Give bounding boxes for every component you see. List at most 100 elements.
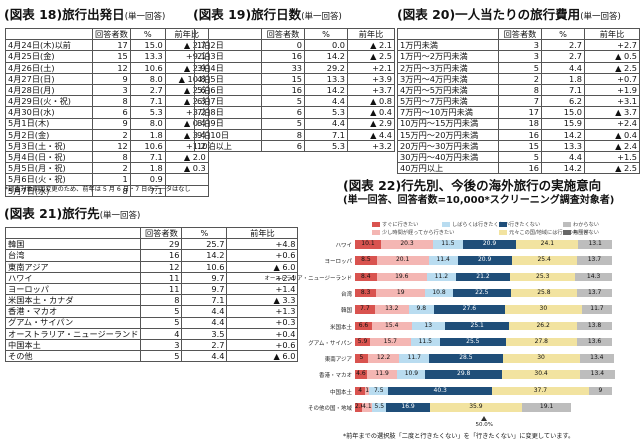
legend-item: すぐに行きたい	[372, 221, 418, 228]
bar-value-label: 4.6	[356, 370, 366, 378]
bar-segment: 30	[504, 305, 582, 314]
bar-segment: 26.2	[509, 321, 577, 330]
table-cell	[164, 184, 209, 197]
table-cell: 16	[261, 50, 305, 63]
table-cell: オーストラリア・ニュージーランド	[4, 327, 142, 340]
table-cell: 米国本土・カナダ	[4, 294, 142, 307]
table-cell: 4月27日(日)	[5, 72, 93, 85]
table-cell: 12	[140, 260, 183, 273]
table-cell: 9.7	[181, 271, 228, 284]
bar-value-label: 29.8	[457, 370, 471, 378]
bar-value-label: 6.6	[358, 321, 369, 329]
legend-item: しばらくは行きたくない	[442, 221, 509, 228]
table-cell: 29	[140, 238, 183, 251]
table18: 回答者数% 前年比 4月24日(木)以前 17 15.0 ▲ 2.7 4月25日(金) 15 1…	[5, 27, 209, 197]
bar-value-label: 30	[537, 354, 545, 362]
bar-segment: 5.5	[372, 403, 387, 412]
bar-value-label: 13.8	[587, 321, 602, 329]
table-cell: 韓国	[4, 238, 142, 251]
table-row: 4月30日(水) 6 5.3 +3.2	[5, 106, 209, 119]
table20: 回答者数% 前年比 1万円未満 3 2.7 +2.7 1万円～2万円未満 3 2.7 ▲ 0.5 2…	[397, 27, 640, 175]
chart22-note: *前年までの選択肢「二度と行きたくない」を「行きたくない」に変更しています。	[343, 433, 575, 440]
table-cell: 5.3	[129, 106, 166, 119]
header-cell: 前年比	[226, 226, 299, 240]
bar-value-label: 15.7	[383, 337, 397, 345]
table-cell: 7万円～10万円未満	[397, 106, 499, 119]
table-row: 4月24日(木)以前 17 15.0 ▲ 2.7	[5, 39, 209, 52]
table-cell: ▲ 4.4	[347, 128, 395, 141]
table-cell: +2.4	[584, 117, 640, 130]
table-cell: その他	[4, 350, 142, 363]
table-row: 韓国 29 25.7 +4.8	[4, 238, 299, 251]
bar-value-label: 22.5	[475, 288, 489, 296]
table-row: ハワイ 11 9.7 +2.4	[4, 271, 299, 284]
table-cell: 8	[92, 151, 131, 164]
table-cell: 9	[92, 72, 131, 85]
table-cell: 15	[261, 72, 305, 85]
bar-value-label: 13.7	[587, 256, 602, 264]
table18-title: (図表 18)旅行出発日(単一回答)	[4, 7, 166, 22]
bar-segment: 11.9	[366, 370, 398, 379]
bar-segment: 13.7	[577, 288, 613, 298]
category-label: ヨーロッパ	[324, 259, 352, 266]
bar-value-label: 11.7	[590, 305, 604, 313]
bar-segment: 21.2	[455, 272, 511, 282]
table-cell: 3	[92, 83, 131, 97]
table-cell: 4月28日(月)	[5, 83, 93, 97]
table-cell: 7泊8日	[194, 106, 262, 119]
table-cell: +0.7	[584, 72, 640, 85]
header-cell: %	[304, 27, 348, 41]
legend-label: わからない	[573, 222, 599, 228]
header-cell: %	[181, 226, 228, 240]
legend-label: 元々この国/地域には行くつもりがない	[509, 230, 599, 236]
table-cell: 14.2	[541, 128, 585, 141]
bar-value-label: 13.4	[590, 370, 605, 378]
bar-segment: 13.2	[374, 305, 409, 314]
bar-value-label: 25.5	[466, 337, 480, 345]
bar-segment: 25.1	[444, 321, 510, 330]
table-cell: 5	[140, 316, 183, 329]
bar-value-label: 30.4	[534, 370, 548, 378]
legend-item: 行きたくない	[499, 221, 540, 228]
table-cell: +2.1	[347, 61, 395, 74]
table-row: 4月26日(土) 12 10.6 ▲ 2.9	[5, 61, 209, 74]
table-cell: 0.0	[304, 39, 348, 52]
bar-segment: 11.2	[426, 272, 456, 282]
table-cell: 3泊4日	[194, 61, 262, 74]
bar-segment: 27.8	[505, 337, 578, 347]
legend-item: 少し時間が経ってから行きたい	[372, 229, 454, 236]
category-label: オーストラリア・ニュージーランド	[264, 275, 352, 282]
bar-segment: 2.6	[355, 403, 365, 412]
bar-value-label: 13.1	[588, 240, 602, 247]
bar-value-label: 20.1	[395, 256, 410, 264]
bar-segment: 37.7	[491, 386, 589, 396]
table-row: 4月28日(月) 3 2.7 ▲ 2.6	[5, 83, 209, 97]
bar-value-label: 24.1	[540, 240, 555, 247]
table-row: ヨーロッパ 11 9.7 +1.4	[4, 282, 299, 296]
table-row: 3泊4日 33 29.2 +2.1	[194, 61, 395, 74]
bar-segment: 28.5	[429, 354, 503, 363]
legend-label: すぐに行きたい	[382, 222, 419, 228]
table-cell: 14.2	[181, 249, 228, 262]
table-row: 40万円以上 16 14.2 ▲ 2.5	[397, 162, 640, 175]
table-cell: 10万円～15万円未満	[397, 117, 499, 130]
table-cell: +1.9	[584, 83, 640, 97]
table-cell: 29.2	[304, 61, 348, 74]
table-cell: 10.6	[181, 260, 228, 273]
table-row: グアム・サイパン 5 4.4 +0.3	[4, 316, 299, 329]
table-cell: 16	[140, 249, 183, 262]
bar-segment: 8.3	[355, 288, 377, 298]
bar-value-label: 26.2	[536, 321, 550, 329]
table-row: その他 5 4.4 ▲ 6.0	[4, 350, 299, 363]
table-cell: 15	[498, 139, 542, 153]
table-row: 2万円～3万円未満 5 4.4 ▲ 2.5	[397, 61, 640, 74]
bar-segment: 5.9	[355, 337, 371, 347]
table-row: 9泊10日 8 7.1 ▲ 4.4	[194, 128, 395, 141]
table21-title: (図表 21)旅行先(単一回答)	[4, 206, 141, 221]
header-cell: 回答者数	[261, 27, 305, 41]
bar-segment: 13.4	[579, 354, 615, 363]
table-cell: 4	[140, 327, 183, 340]
bar-segment: 20.9	[462, 240, 517, 249]
bar-value-label: 8.5	[361, 256, 371, 264]
table-cell: 8	[140, 294, 183, 307]
